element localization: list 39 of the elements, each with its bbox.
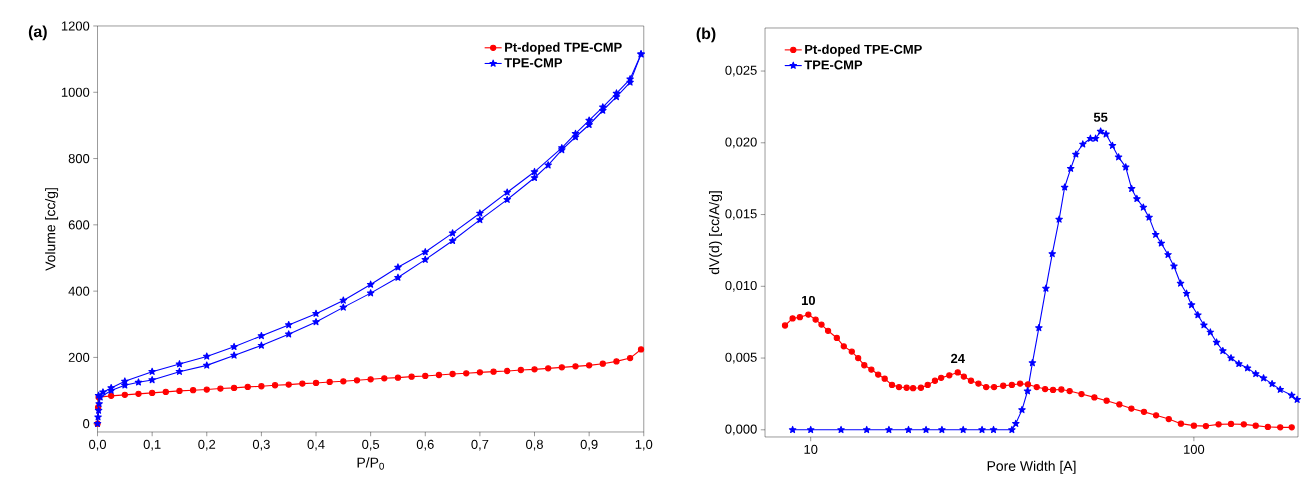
x-tick-label: 0,2 <box>198 439 216 451</box>
x-tick-label: 0,0 <box>89 439 107 451</box>
legend-label: TPE-CMP <box>504 58 563 68</box>
x-tick-label: 0,9 <box>580 439 598 451</box>
y-tick-label: 800 <box>68 153 90 164</box>
chart-title: (b) <box>696 27 716 43</box>
x-tick-label: 10 <box>804 444 818 454</box>
y-tick-label: 0 <box>83 419 90 429</box>
x-axis-title: P/P$_{0}$ <box>357 457 384 470</box>
y-tick-label: 200 <box>68 352 90 362</box>
y-tick-label: 0,015 <box>725 209 757 220</box>
x-axis-title: Pore Width [A] <box>987 460 1076 474</box>
y-axis-title: Volume [cc/g] <box>45 188 59 271</box>
chart-title: (a) <box>28 25 47 41</box>
y-tick-label: 0,010 <box>725 280 757 292</box>
x-tick-label: 0,8 <box>526 439 543 451</box>
y-tick-label: 0,005 <box>725 352 757 364</box>
y-axis-title: dV(d) [cc/A/g] <box>709 191 722 275</box>
y-tick-label: 1200 <box>61 21 90 31</box>
y-tick-label: 400 <box>68 286 90 296</box>
y-tick-label: 0,020 <box>725 137 757 149</box>
legend-label: TPE-CMP <box>804 60 863 70</box>
x-tick-label: 100 <box>1184 444 1205 454</box>
x-tick-label: 0,4 <box>307 439 325 451</box>
y-tick-label: 0,000 <box>725 424 757 436</box>
x-tick-label: 0,6 <box>416 439 434 451</box>
y-tick-label: 1000 <box>61 87 90 97</box>
x-tick-label: 0,1 <box>143 439 161 451</box>
annotation: 24 <box>951 353 965 363</box>
annotation: 10 <box>801 295 816 306</box>
legend-label: Pt-doped TPE-CMP <box>805 44 922 57</box>
legend-label: Pt-doped TPE-CMP <box>505 42 622 55</box>
x-tick-label: 1,0 <box>635 439 653 451</box>
x-tick-label: 0,7 <box>471 439 489 451</box>
y-tick-label: 0,025 <box>725 65 757 77</box>
x-tick-label: 0,3 <box>252 439 270 451</box>
annotation: 55 <box>1093 112 1108 122</box>
y-tick-label: 600 <box>68 220 90 230</box>
x-tick-label: 0,5 <box>362 439 380 451</box>
